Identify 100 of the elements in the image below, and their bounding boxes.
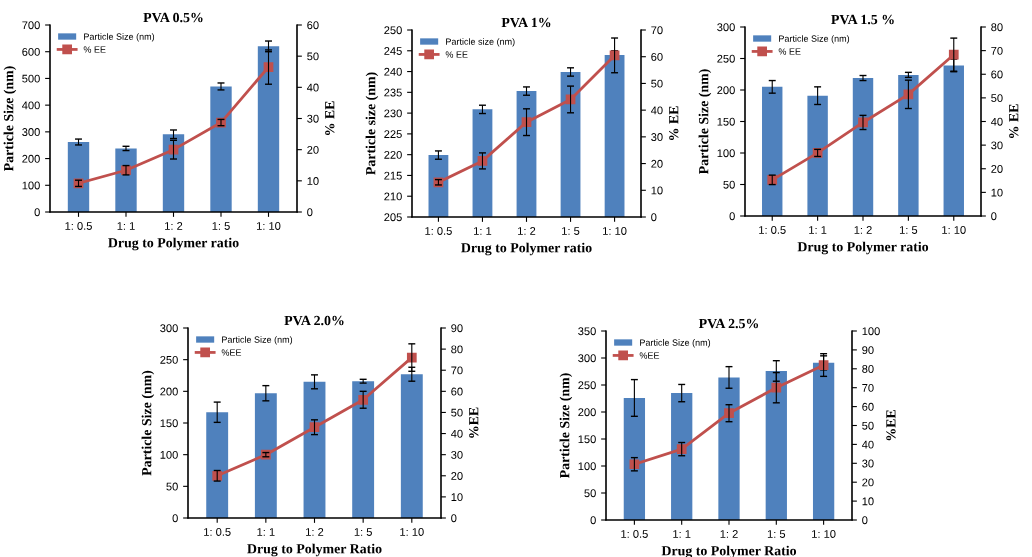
chart-title: PVA 1.5 % bbox=[831, 14, 894, 25]
legend-label: % EE bbox=[83, 46, 106, 53]
y-tick-label: 300 bbox=[160, 324, 178, 333]
y-tick-label: 235 bbox=[384, 88, 402, 97]
x-tick-label: 1: 10 bbox=[400, 528, 424, 536]
y-tick-label: 50 bbox=[584, 489, 596, 498]
x-tick-label: 1: 0.5 bbox=[425, 227, 452, 235]
y-tick-label: 200 bbox=[578, 408, 596, 417]
y-tick-label: 250 bbox=[717, 54, 735, 63]
y2-tick-label: 90 bbox=[862, 346, 874, 355]
y-tick-label: 150 bbox=[578, 435, 596, 444]
x-tick-label: 1: 2 bbox=[720, 530, 738, 538]
x-tick-label: 1: 2 bbox=[165, 222, 183, 230]
y-axis-title: Particle size (nm) bbox=[365, 72, 379, 175]
y2-axis-title: % EE bbox=[325, 101, 335, 136]
x-tick-label: 1: 0.5 bbox=[621, 530, 648, 538]
y2-tick-label: 80 bbox=[991, 23, 1003, 32]
y2-axis-title: % EE bbox=[669, 106, 679, 141]
y-tick-label: 0 bbox=[590, 516, 596, 525]
legend-label: %EE bbox=[639, 352, 660, 359]
y2-axis-title: %EE bbox=[469, 407, 479, 438]
y2-tick-label: 20 bbox=[862, 478, 874, 487]
y2-tick-label: 50 bbox=[991, 94, 1003, 103]
y-tick-label: 200 bbox=[22, 154, 40, 163]
y-tick-label: 0 bbox=[729, 212, 735, 221]
y-tick-label: 210 bbox=[384, 192, 402, 201]
x-tick-label: 1: 1 bbox=[117, 222, 135, 230]
y-tick-label: 50 bbox=[166, 482, 178, 491]
y2-tick-label: 30 bbox=[991, 141, 1003, 150]
y2-tick-label: 90 bbox=[451, 324, 463, 333]
y-tick-label: 0 bbox=[34, 208, 40, 217]
x-axis-title: Drug to Polymer ratio bbox=[461, 242, 592, 256]
y-tick-label: 50 bbox=[723, 180, 735, 189]
y2-tick-label: 50 bbox=[862, 421, 874, 430]
y-tick-label: 100 bbox=[717, 149, 735, 158]
y-tick-label: 350 bbox=[578, 327, 596, 336]
y2-axis-title: % EE bbox=[1009, 104, 1019, 139]
y2-tick-label: 10 bbox=[451, 493, 463, 502]
y2-tick-label: 20 bbox=[307, 145, 319, 154]
y2-tick-label: 50 bbox=[451, 408, 463, 417]
bar bbox=[807, 95, 828, 216]
x-tick-label: 1: 10 bbox=[942, 226, 966, 234]
y-tick-label: 240 bbox=[384, 67, 402, 76]
y2-tick-label: 30 bbox=[307, 114, 319, 123]
y-tick-label: 215 bbox=[384, 171, 402, 180]
bar bbox=[254, 393, 277, 518]
y2-tick-label: 0 bbox=[862, 516, 868, 525]
y-tick-label: 100 bbox=[22, 181, 40, 190]
x-tick-label: 1: 2 bbox=[306, 528, 324, 536]
chart-title: PVA 2.5% bbox=[698, 318, 759, 329]
y-tick-label: 100 bbox=[160, 450, 178, 459]
bar bbox=[943, 65, 964, 216]
x-axis-title: Drug to Polymer Ratio bbox=[247, 543, 382, 557]
x-tick-label: 1: 0.5 bbox=[65, 222, 92, 230]
y2-tick-label: 50 bbox=[651, 79, 663, 88]
y-tick-label: 150 bbox=[717, 117, 735, 126]
y2-tick-label: 10 bbox=[862, 497, 874, 506]
y2-tick-label: 10 bbox=[991, 188, 1003, 197]
y-tick-label: 205 bbox=[384, 213, 402, 222]
x-tick-label: 1: 10 bbox=[256, 222, 281, 230]
legend-label: Particle Size (nm) bbox=[779, 35, 850, 44]
y2-axis-title: %EE bbox=[886, 410, 896, 441]
y2-tick-label: 80 bbox=[862, 365, 874, 373]
bar bbox=[765, 370, 787, 520]
x-tick-label: 1: 1 bbox=[809, 226, 827, 234]
y2-tick-label: 70 bbox=[862, 383, 874, 392]
bar bbox=[852, 78, 874, 216]
y-axis-title: Particle Size (nm) bbox=[3, 66, 17, 172]
chart-title: PVA 2.0% bbox=[284, 315, 344, 326]
legend-label: Particle Size (nm) bbox=[222, 336, 293, 345]
y2-tick-label: 40 bbox=[990, 117, 1003, 126]
y-tick-label: 0 bbox=[172, 514, 178, 523]
y-tick-label: 200 bbox=[160, 387, 178, 396]
y2-tick-label: 10 bbox=[307, 177, 319, 185]
y2-tick-label: 70 bbox=[651, 26, 663, 35]
legend-label: Particle Size (nm) bbox=[640, 339, 711, 348]
x-tick-label: 1: 5 bbox=[354, 528, 372, 536]
bar bbox=[623, 397, 646, 520]
y-axis-title: Particle Size (nm) bbox=[698, 69, 712, 175]
bar bbox=[718, 377, 740, 520]
y2-tick-label: 50 bbox=[307, 52, 319, 61]
x-tick-label: 1: 5 bbox=[767, 530, 786, 538]
chart-title: PVA 1% bbox=[501, 17, 551, 28]
y2-tick-label: 70 bbox=[991, 46, 1003, 55]
y2-tick-label: 60 bbox=[307, 21, 319, 30]
y2-tick-label: 100 bbox=[862, 327, 880, 336]
bar bbox=[257, 46, 280, 212]
bar bbox=[206, 412, 229, 518]
y-axis-title: Particle Size (nm) bbox=[141, 370, 155, 476]
y2-tick-label: 0 bbox=[651, 213, 657, 222]
y-tick-label: 300 bbox=[22, 128, 40, 136]
legend-label: % EE bbox=[445, 51, 468, 58]
y2-tick-label: 30 bbox=[651, 133, 663, 141]
y2-tick-label: 40 bbox=[306, 83, 319, 92]
y2-tick-label: 20 bbox=[991, 165, 1003, 173]
y2-tick-label: 70 bbox=[451, 366, 463, 375]
x-tick-label: 1: 5 bbox=[212, 222, 230, 230]
y2-tick-label: 60 bbox=[991, 70, 1003, 79]
y2-tick-label: 20 bbox=[451, 472, 463, 480]
bar bbox=[67, 142, 90, 212]
